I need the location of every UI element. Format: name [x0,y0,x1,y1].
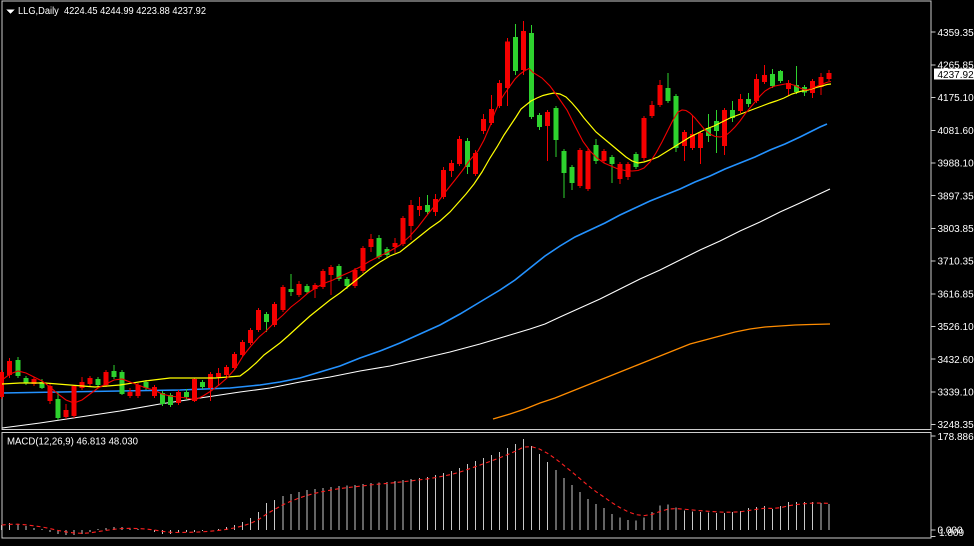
svg-text:3432.60: 3432.60 [938,355,974,366]
svg-text:4081.60: 4081.60 [938,126,974,137]
svg-text:4175.10: 4175.10 [938,93,974,104]
svg-text:3339.10: 3339.10 [938,388,974,399]
svg-text:3526.10: 3526.10 [938,322,974,333]
svg-text:3616.85: 3616.85 [938,289,974,300]
svg-text:1.809: 1.809 [939,528,964,539]
svg-text:178.886: 178.886 [938,432,974,443]
svg-text:3803.85: 3803.85 [938,224,974,235]
svg-text:3710.35: 3710.35 [938,257,974,268]
svg-text:4359.35: 4359.35 [938,28,974,39]
svg-text:3988.10: 3988.10 [938,159,974,170]
svg-text:4237.92: 4237.92 [938,70,974,81]
svg-text:LLG,Daily 4224.45 4244.99 422: LLG,Daily 4224.45 4244.99 4223.88 4237.9… [18,6,206,17]
svg-text:3248.35: 3248.35 [938,420,974,431]
svg-text:MACD(12,26,9) 46.813 48.030: MACD(12,26,9) 46.813 48.030 [7,437,138,448]
svg-text:3897.35: 3897.35 [938,191,974,202]
